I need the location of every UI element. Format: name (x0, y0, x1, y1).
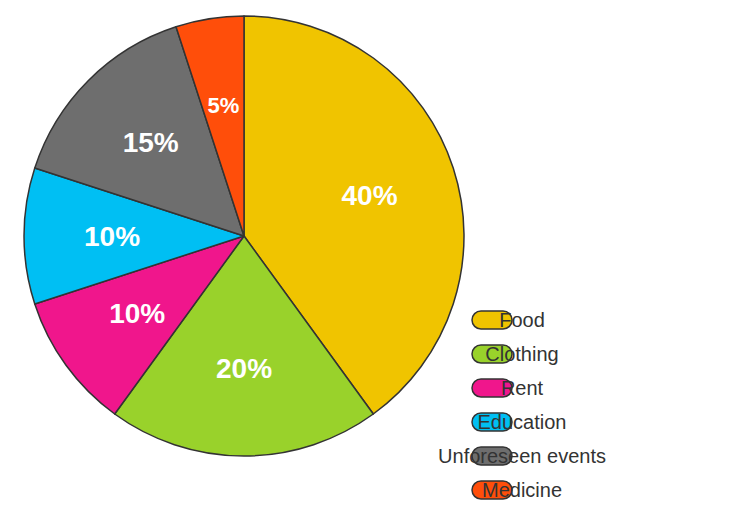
svg-text:Clothing: Clothing (485, 343, 558, 365)
svg-text:Food: Food (499, 309, 545, 331)
svg-text:40%: 40% (342, 180, 398, 211)
svg-text:Unforeseen events: Unforeseen events (438, 445, 606, 467)
svg-text:10%: 10% (109, 298, 165, 329)
svg-text:20%: 20% (216, 353, 272, 384)
svg-text:Medicine: Medicine (482, 479, 562, 501)
svg-text:15%: 15% (123, 127, 179, 158)
svg-text:5%: 5% (207, 93, 239, 118)
svg-text:Rent: Rent (501, 377, 544, 399)
svg-text:10%: 10% (84, 221, 140, 252)
svg-text:Education: Education (478, 411, 567, 433)
